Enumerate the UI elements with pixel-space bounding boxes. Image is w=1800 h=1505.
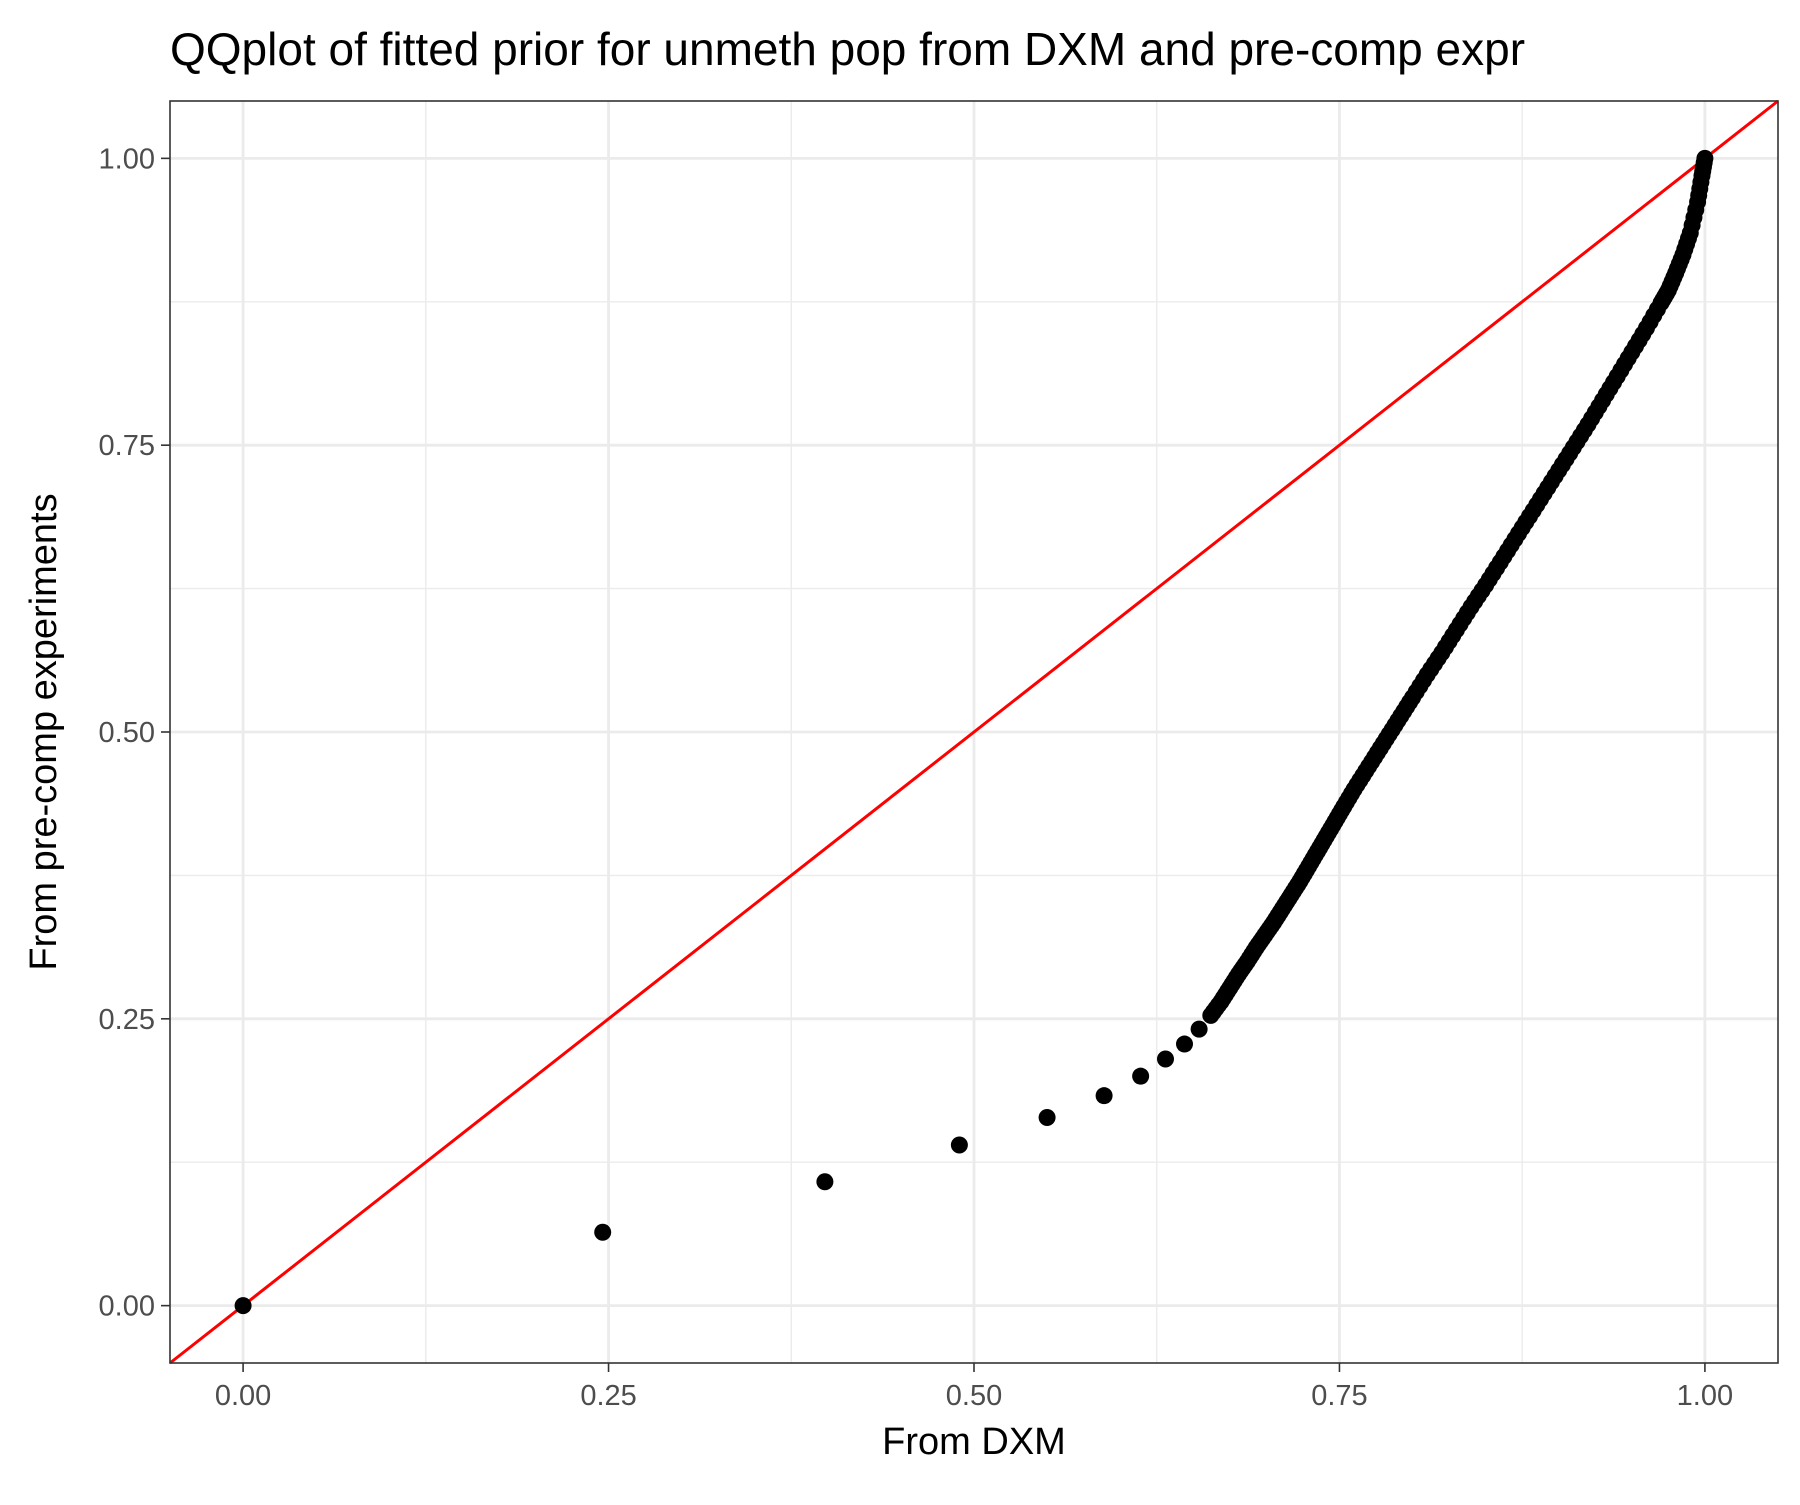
y-axis-ticks: 0.00 0.25 0.50 0.75 1.00 xyxy=(99,143,170,1323)
data-point xyxy=(1696,149,1714,167)
y-tick-label: 0.75 xyxy=(99,430,155,462)
data-point xyxy=(1095,1087,1113,1105)
data-point xyxy=(816,1173,834,1191)
reference-line-layer xyxy=(169,99,1779,1365)
data-point xyxy=(1156,1050,1174,1068)
data-point xyxy=(1190,1020,1208,1038)
data-point xyxy=(1176,1035,1194,1053)
y-tick-label: 1.00 xyxy=(99,143,155,175)
y-tick-label: 0.25 xyxy=(99,1004,155,1036)
x-axis-ticks: 0.00 0.25 0.50 0.75 1.00 xyxy=(215,1363,1733,1412)
x-tick-label: 0.75 xyxy=(1311,1380,1367,1412)
y-axis-label: From pre-comp experiments xyxy=(23,493,65,970)
y-tick-label: 0.00 xyxy=(99,1291,155,1323)
x-tick-label: 1.00 xyxy=(1677,1380,1733,1412)
data-point xyxy=(594,1223,612,1241)
data-points xyxy=(234,149,1714,1315)
data-point xyxy=(950,1136,968,1154)
reference-line xyxy=(169,99,1779,1365)
x-axis-label: From DXM xyxy=(882,1421,1066,1463)
y-tick-label: 0.50 xyxy=(99,717,155,749)
x-tick-label: 0.25 xyxy=(580,1380,636,1412)
x-tick-label: 0.50 xyxy=(946,1380,1002,1412)
data-point xyxy=(234,1297,252,1315)
data-point xyxy=(1038,1108,1056,1126)
x-tick-label: 0.00 xyxy=(215,1380,271,1412)
data-point xyxy=(1132,1067,1150,1085)
chart-title: QQplot of fitted prior for unmeth pop fr… xyxy=(170,23,1525,75)
